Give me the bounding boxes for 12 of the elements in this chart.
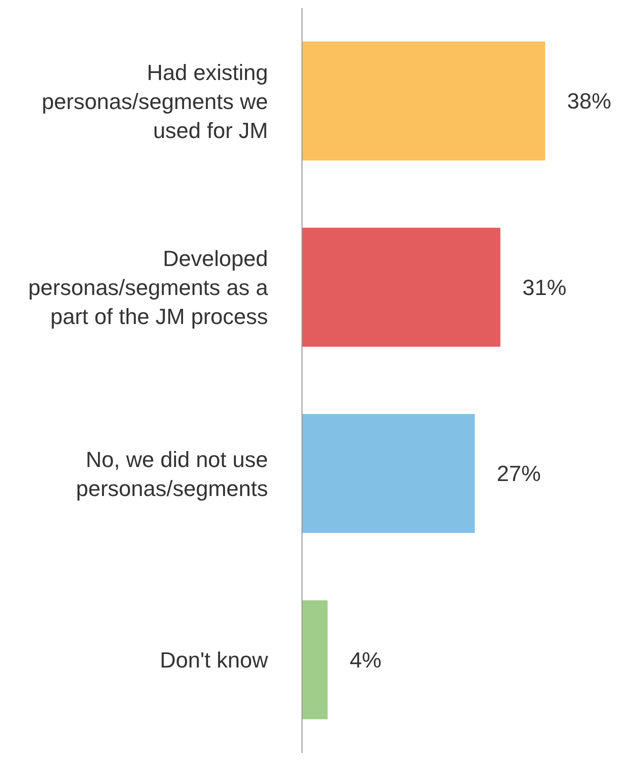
y-tick-label: Developed personas/segments as a part of the JM process <box>28 246 269 330</box>
data-label: 4% <box>350 647 382 672</box>
bar <box>302 600 328 720</box>
data-label: 31% <box>522 274 566 300</box>
bar <box>302 228 500 347</box>
y-tick-label: Don't know <box>160 648 268 673</box>
y-tick-label: No, we did not use personas/segments <box>76 446 268 501</box>
data-label: 27% <box>496 461 541 486</box>
bar <box>302 42 546 161</box>
data-label: 38% <box>567 88 612 114</box>
bar <box>302 414 475 534</box>
y-tick-label: Had existing personas/segments we used for JM <box>42 60 268 143</box>
